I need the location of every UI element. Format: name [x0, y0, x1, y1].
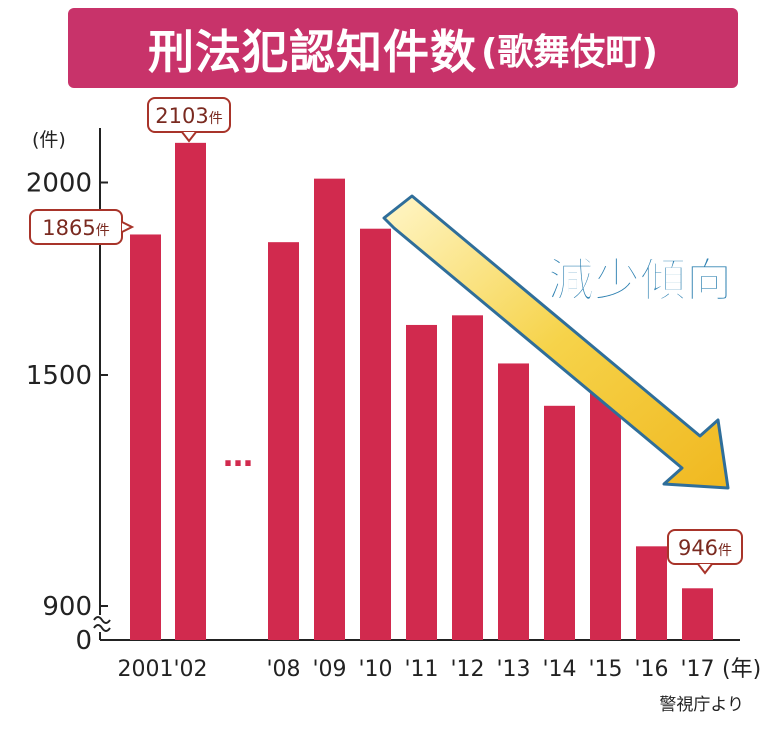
y-tick-label: 2000 [26, 169, 92, 199]
chart-subtitle: (歌舞伎町) [481, 32, 658, 73]
x-tick-label: '15 [588, 657, 622, 682]
chart-title: 刑法犯認知件数 [148, 25, 478, 79]
y-tick-label: 0 [75, 626, 92, 656]
y-tick-label: 900 [42, 592, 92, 622]
y-axis-label: (件) [32, 129, 66, 151]
bar [175, 142, 206, 640]
trend-arrow [382, 194, 730, 490]
gap-marker: … [223, 439, 253, 474]
x-tick-label: '10 [358, 657, 392, 682]
x-tick-label: '17 [680, 657, 714, 682]
x-axis-label: (年) [722, 657, 761, 682]
callout-tail [121, 221, 135, 233]
bar [544, 405, 575, 640]
callout-label: 2103件 [155, 104, 222, 128]
axis-break-upper [93, 616, 111, 624]
bar [498, 363, 529, 640]
bar [452, 315, 483, 640]
trend-label: 減少傾向 [548, 253, 732, 307]
bar [590, 382, 621, 640]
x-tick-label: '11 [404, 657, 438, 682]
title-banner: 刑法犯認知件数 (歌舞伎町) [68, 8, 738, 88]
callout-label: 946件 [678, 536, 732, 560]
callout-tail [697, 563, 713, 575]
callout-label: 1865件 [42, 216, 109, 240]
source-note: 警視庁より [659, 695, 744, 715]
x-tick-label: '09 [312, 657, 346, 682]
x-tick-label: '08 [266, 657, 300, 682]
x-tick-label: '02 [173, 657, 207, 682]
callout-tail [181, 131, 197, 143]
y-tick-label: 1500 [26, 361, 92, 391]
bar [130, 234, 161, 640]
bar [682, 588, 713, 640]
axis-break-lower [93, 624, 111, 632]
bar [406, 324, 437, 640]
bar [360, 228, 391, 640]
bar [314, 178, 345, 640]
x-tick-label: '14 [542, 657, 576, 682]
x-tick-label: '16 [634, 657, 668, 682]
bar [636, 546, 667, 640]
x-tick-label: '12 [450, 657, 484, 682]
bar [268, 242, 299, 641]
x-tick-label: 2001 [118, 657, 174, 682]
x-tick-label: '13 [496, 657, 530, 682]
